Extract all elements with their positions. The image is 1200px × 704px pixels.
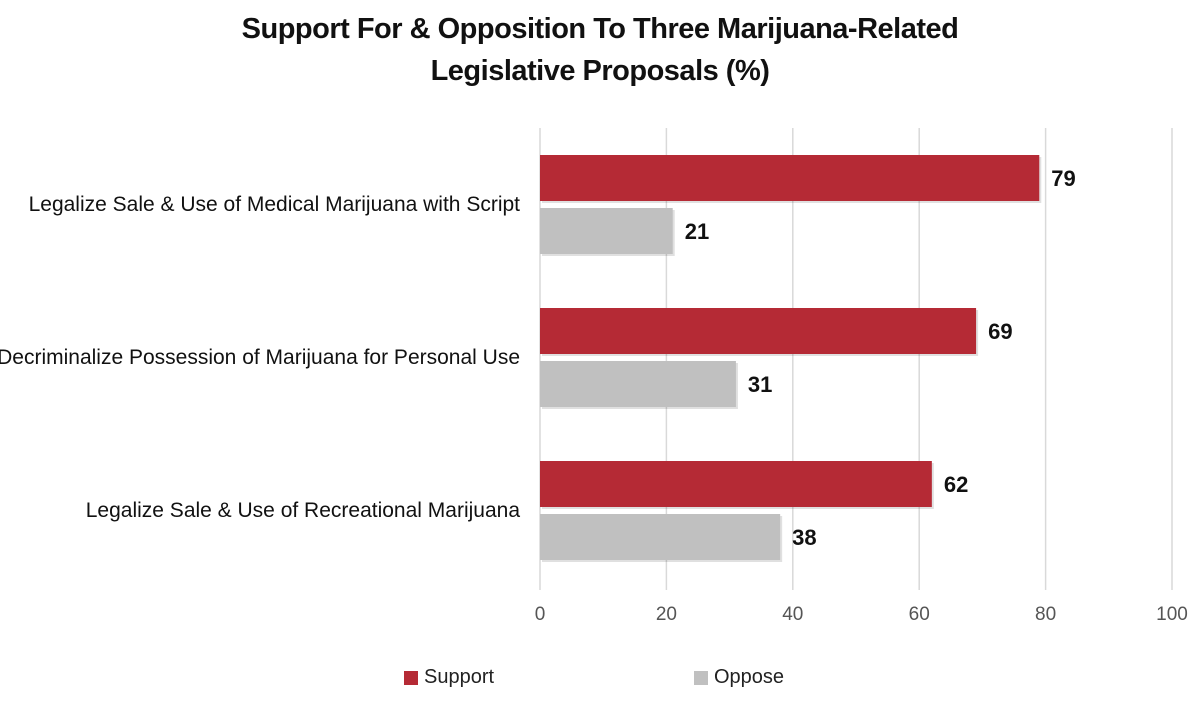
legend-label-oppose: Oppose <box>714 666 785 688</box>
category-label: Decriminalize Possession of Marijuana fo… <box>0 346 520 369</box>
bar-support <box>540 308 977 354</box>
x-tick-label: 100 <box>1156 604 1188 625</box>
legend-item-oppose: Oppose <box>694 666 784 689</box>
legend-item-support: Support <box>404 666 494 689</box>
data-label-oppose: 31 <box>748 372 772 397</box>
x-tick-label: 60 <box>909 604 930 625</box>
data-labels: 79 21 69 31 62 38 <box>685 166 1076 550</box>
chart-title: Support For & Opposition To Three Mariju… <box>0 8 1200 92</box>
bars <box>540 155 1042 562</box>
data-label-support: 62 <box>944 472 968 497</box>
data-label-oppose: 38 <box>792 525 816 550</box>
data-label-oppose: 21 <box>685 219 709 244</box>
legend-label-support: Support <box>424 666 495 688</box>
chart-title-line-1: Support For & Opposition To Three Mariju… <box>241 13 959 45</box>
x-tick-label: 20 <box>656 604 677 625</box>
x-tick-label: 0 <box>535 604 546 625</box>
data-label-support: 69 <box>988 319 1012 344</box>
legend: Support Oppose <box>0 666 1200 694</box>
legend-swatch-oppose <box>694 670 708 685</box>
chart-title-line-2: Legislative Proposals (%) <box>430 55 770 87</box>
bar-oppose <box>540 208 673 254</box>
category-label: Legalize Sale & Use of Recreational Mari… <box>86 499 521 522</box>
grid-lines <box>539 128 1173 590</box>
legend-swatch-support <box>404 670 418 685</box>
x-tick-labels: 0 20 40 60 80 100 <box>535 604 1188 625</box>
category-labels: Legalize Sale & Use of Medical Marijuana… <box>0 193 520 522</box>
bar-support <box>540 461 932 507</box>
x-tick-label: 80 <box>1035 604 1056 625</box>
bar-support <box>540 155 1040 201</box>
data-label-support: 79 <box>1051 166 1075 191</box>
category-label: Legalize Sale & Use of Medical Marijuana… <box>29 193 521 216</box>
x-tick-label: 40 <box>782 604 803 625</box>
bar-oppose <box>540 361 736 407</box>
bar-oppose <box>540 514 781 560</box>
